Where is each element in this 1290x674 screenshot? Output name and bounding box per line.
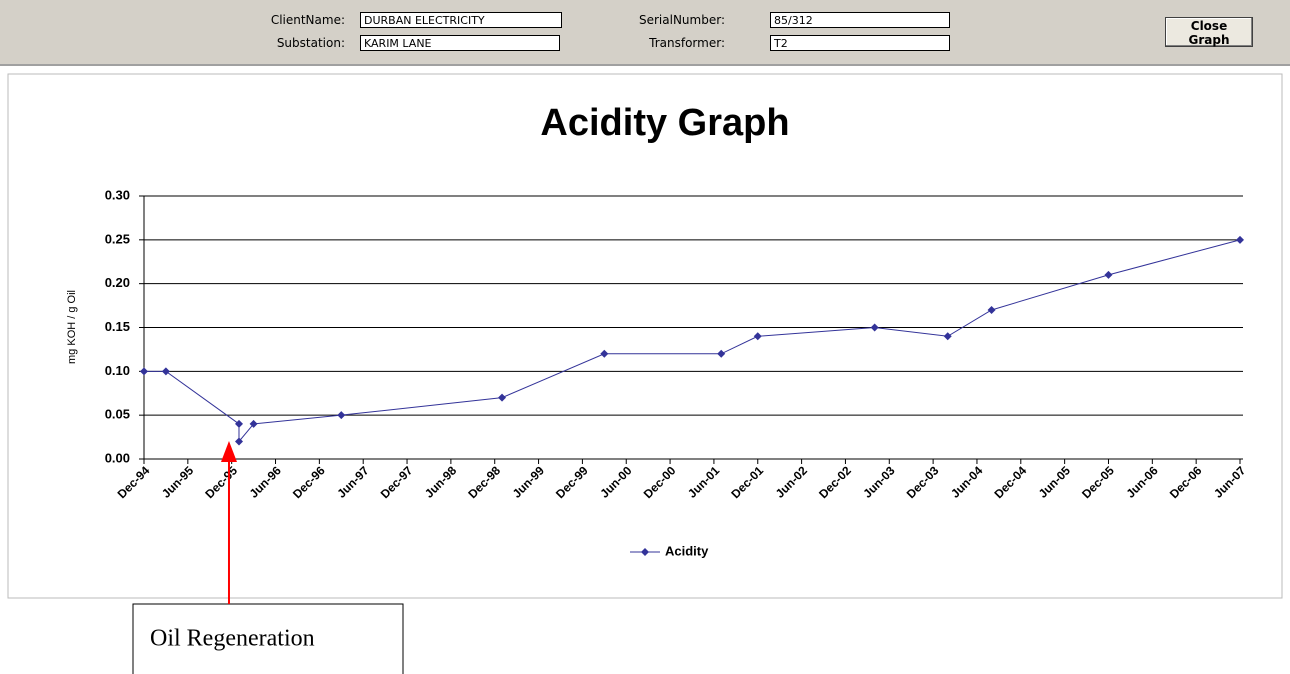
data-point bbox=[249, 419, 258, 428]
y-tick-label: 0.20 bbox=[105, 275, 130, 290]
data-point bbox=[140, 367, 148, 376]
text-field[interactable]: DURBAN ELECTRICITY bbox=[360, 12, 562, 28]
y-tick-label: 0.30 bbox=[105, 187, 130, 202]
data-point bbox=[337, 411, 346, 420]
data-point bbox=[870, 323, 879, 332]
legend-label: Acidity bbox=[665, 543, 709, 558]
text-field[interactable]: 85/312 bbox=[770, 12, 950, 28]
annotation-box bbox=[132, 603, 404, 674]
annotation-text: Oil Regeneration bbox=[150, 626, 315, 652]
chart-title: Acidity Graph bbox=[540, 102, 789, 144]
y-axis-label: mg KOH / g Oil bbox=[66, 290, 78, 364]
data-point bbox=[987, 305, 996, 314]
toolbar: ClientName: DURBAN ELECTRICITY Substatio… bbox=[0, 0, 1290, 66]
field-label: SerialNumber: bbox=[639, 13, 725, 27]
text-field[interactable]: KARIM LANE bbox=[360, 35, 560, 51]
y-tick-label: 0.25 bbox=[105, 231, 130, 246]
annotation-arrowhead bbox=[220, 441, 237, 462]
chart-frame bbox=[7, 73, 1283, 599]
text-field[interactable]: T2 bbox=[770, 35, 950, 51]
data-point bbox=[943, 332, 952, 341]
data-point bbox=[753, 332, 762, 341]
data-point bbox=[1236, 235, 1244, 244]
field-label: Transformer: bbox=[649, 36, 725, 50]
field-label: ClientName: bbox=[270, 13, 345, 27]
y-tick-label: 0.15 bbox=[105, 319, 130, 334]
y-tick-label: 0.00 bbox=[105, 450, 130, 465]
data-point bbox=[717, 349, 726, 358]
close-button[interactable]: Close Graph bbox=[1165, 17, 1253, 47]
field-label: Substation: bbox=[276, 36, 345, 50]
data-point bbox=[1104, 270, 1113, 279]
data-point bbox=[234, 419, 243, 428]
data-point bbox=[161, 367, 170, 376]
data-point bbox=[498, 393, 507, 402]
legend-marker bbox=[641, 548, 649, 556]
y-tick-label: 0.10 bbox=[105, 363, 130, 378]
data-point bbox=[600, 349, 609, 358]
data-point bbox=[234, 437, 243, 446]
y-tick-label: 0.05 bbox=[105, 407, 130, 422]
